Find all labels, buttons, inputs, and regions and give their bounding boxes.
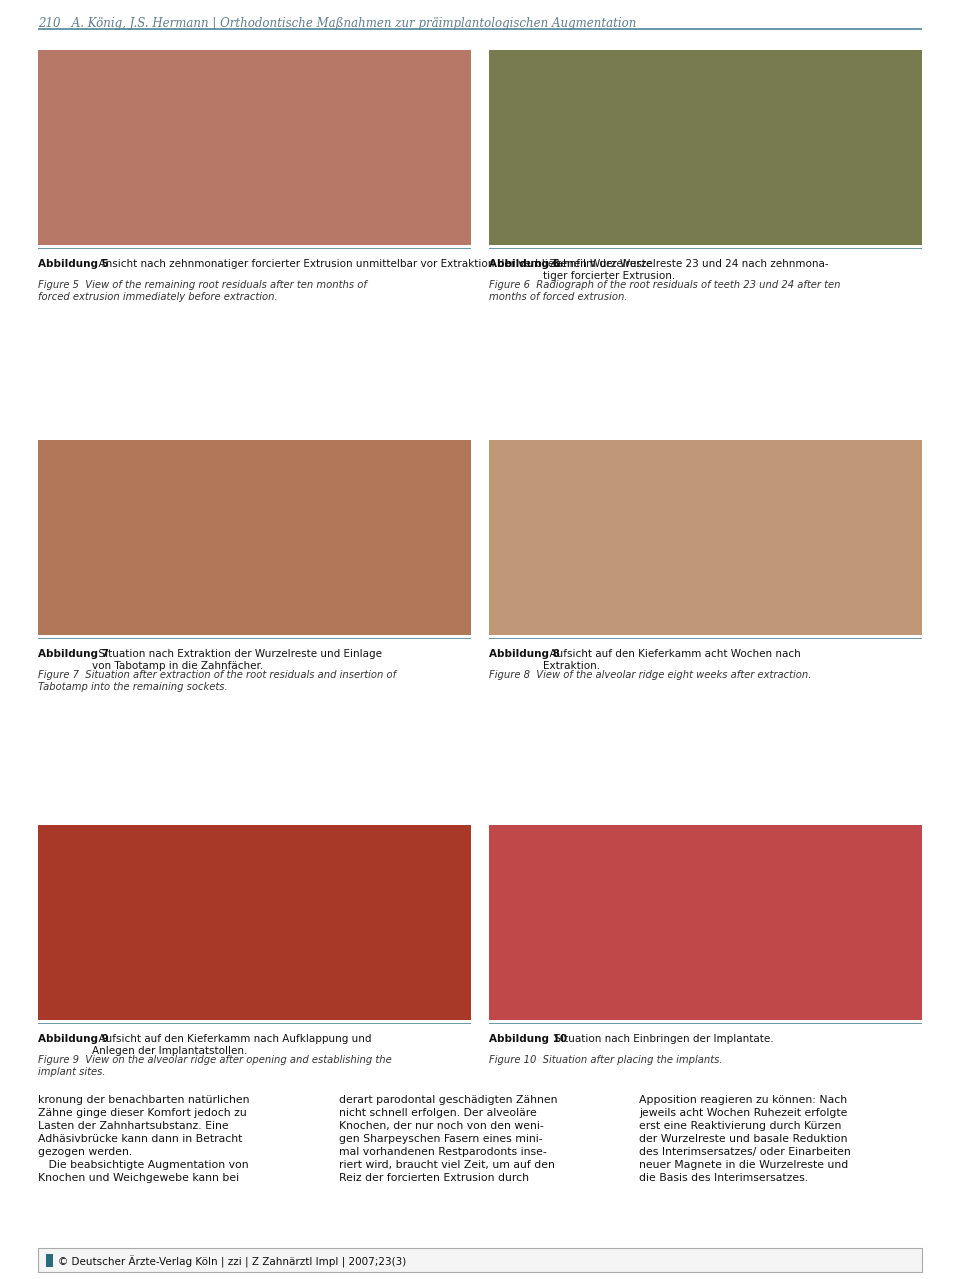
Bar <box>489 248 922 249</box>
Text: Aufsicht auf den Kieferkamm acht Wochen nach
Extraktion.: Aufsicht auf den Kieferkamm acht Wochen … <box>543 648 801 670</box>
Text: Situation nach Extraktion der Wurzelreste und Einlage
von Tabotamp in die Zahnfä: Situation nach Extraktion der Wurzelrest… <box>92 648 382 670</box>
Text: Abbildung 10: Abbildung 10 <box>489 1033 567 1044</box>
Text: Figure 9  View on the alveolar ridge after opening and establishing the
implant : Figure 9 View on the alveolar ridge afte… <box>38 1055 392 1077</box>
Text: Figure 10  Situation after placing the implants.: Figure 10 Situation after placing the im… <box>489 1055 723 1065</box>
Bar <box>38 248 471 249</box>
Text: Abbildung 8: Abbildung 8 <box>489 648 560 659</box>
Text: Aufsicht auf den Kieferkamm nach Aufklappung und
Anlegen der Implantatstollen.: Aufsicht auf den Kieferkamm nach Aufklap… <box>92 1033 372 1055</box>
Bar <box>489 1022 922 1024</box>
Text: 210   A. König, J.S. Hermann | Orthodontische Maßnahmen zur präimplantologischen: 210 A. König, J.S. Hermann | Orthodontis… <box>38 17 636 29</box>
Bar <box>46 1253 53 1267</box>
Text: derart parodontal geschädigten Zähnen
nicht schnell erfolgen. Der alveoläre
Knoc: derart parodontal geschädigten Zähnen ni… <box>339 1095 557 1183</box>
Bar <box>489 825 922 1019</box>
Text: Abbildung 5: Abbildung 5 <box>38 260 108 269</box>
Text: Figure 7  Situation after extraction of the root residuals and insertion of
Tabo: Figure 7 Situation after extraction of t… <box>38 670 396 692</box>
Text: Figure 5  View of the remaining root residuals after ten months of
forced extrus: Figure 5 View of the remaining root resi… <box>38 280 367 302</box>
Text: Figure 8  View of the alveolar ridge eight weeks after extraction.: Figure 8 View of the alveolar ridge eigh… <box>489 670 811 680</box>
Text: Ansicht nach zehnmonatiger forcierter Extrusion unmittelbar vor Extraktion der v: Ansicht nach zehnmonatiger forcierter Ex… <box>92 260 656 269</box>
Bar <box>489 50 922 246</box>
Bar <box>38 50 471 246</box>
Bar <box>38 28 922 29</box>
Bar <box>38 440 471 634</box>
Bar <box>38 1022 471 1024</box>
Text: Figure 6  Radiograph of the root residuals of teeth 23 und 24 after ten
months o: Figure 6 Radiograph of the root residual… <box>489 280 841 302</box>
Bar <box>38 1248 922 1273</box>
Bar <box>489 637 922 640</box>
Bar <box>38 825 471 1019</box>
Text: kronung der benachbarten natürlichen
Zähne ginge dieser Komfort jedoch zu
Lasten: kronung der benachbarten natürlichen Zäh… <box>38 1095 250 1183</box>
Text: © Deutscher Ärzte-Verlag Köln | zzi | Z Zahnärztl Impl | 2007;23(3): © Deutscher Ärzte-Verlag Köln | zzi | Z … <box>58 1256 406 1269</box>
Text: Abbildung 7: Abbildung 7 <box>38 648 109 659</box>
Bar <box>38 637 471 640</box>
Text: Zahnfilm der Wurzelreste 23 und 24 nach zehnmona-
tiger forcierter Extrusion.: Zahnfilm der Wurzelreste 23 und 24 nach … <box>543 260 828 280</box>
Text: Abbildung 6: Abbildung 6 <box>489 260 560 269</box>
Text: Abbildung 9: Abbildung 9 <box>38 1033 108 1044</box>
Bar <box>489 440 922 634</box>
Text: Apposition reagieren zu können: Nach
jeweils acht Wochen Ruhezeit erfolgte
erst : Apposition reagieren zu können: Nach jew… <box>639 1095 852 1183</box>
Text: Situation nach Einbringen der Implantate.: Situation nach Einbringen der Implantate… <box>548 1033 774 1044</box>
